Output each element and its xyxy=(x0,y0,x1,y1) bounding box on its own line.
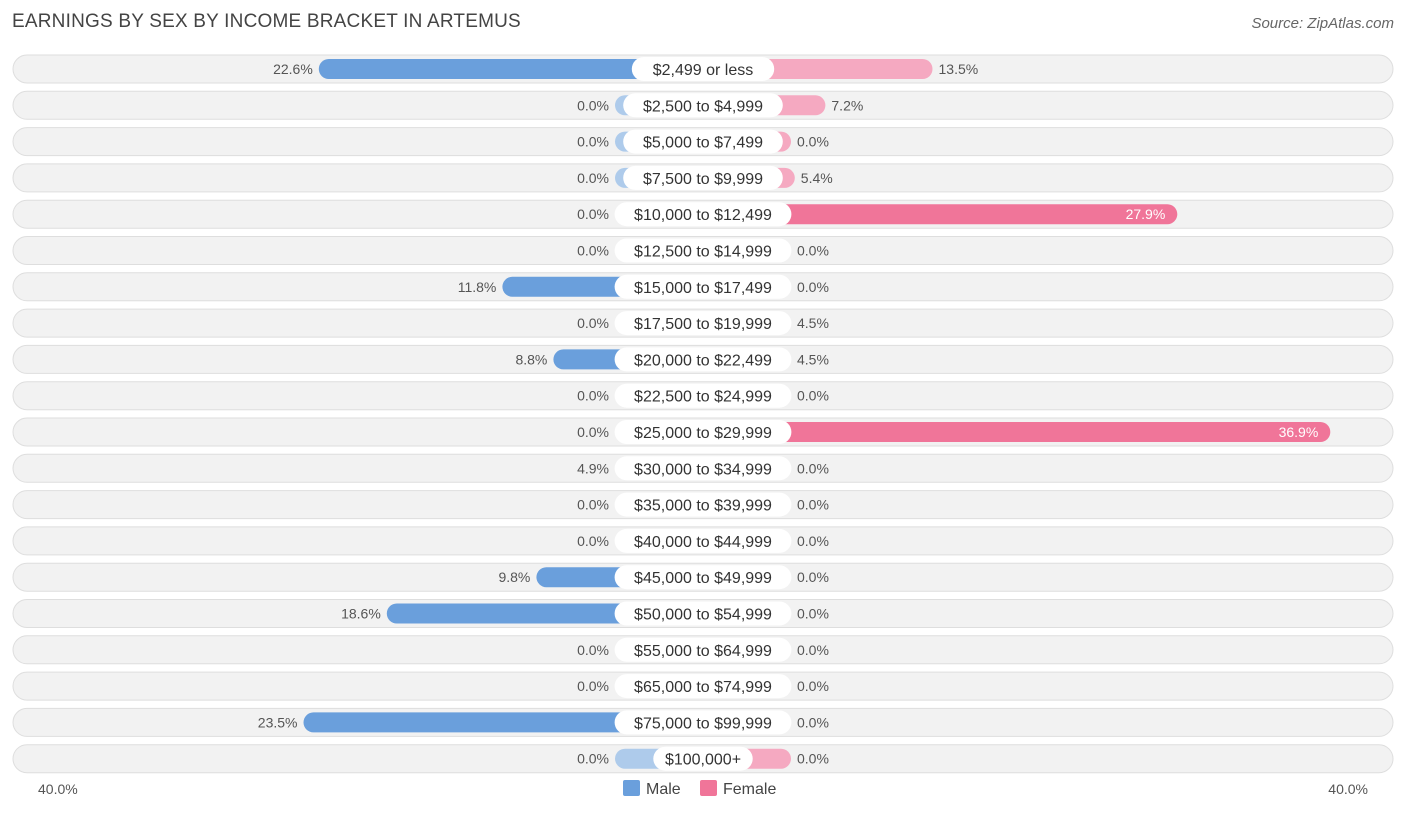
female-value-label: 0.0% xyxy=(797,751,829,767)
female-value-label: 4.5% xyxy=(797,315,829,331)
female-value-label: 13.5% xyxy=(939,61,979,77)
category-label-pill xyxy=(614,710,792,735)
male-value-label: 22.6% xyxy=(273,61,313,77)
category-label-pill xyxy=(614,347,792,372)
male-bar xyxy=(303,712,703,733)
category-label-pill xyxy=(631,57,775,81)
male-value-label: 18.6% xyxy=(341,606,381,622)
category-label: $2,499 or less xyxy=(653,62,754,79)
male-value-label: 0.0% xyxy=(577,678,609,694)
female-value-label: 0.0% xyxy=(797,714,829,730)
category-label-pill xyxy=(614,492,792,517)
category-label: $20,000 to $22,499 xyxy=(634,352,772,369)
female-value-label: 0.0% xyxy=(797,678,829,694)
female-value-label: 0.0% xyxy=(797,606,829,622)
category-label-pill xyxy=(614,565,792,590)
male-value-label: 0.0% xyxy=(577,170,609,186)
category-label: $35,000 to $39,999 xyxy=(634,498,772,515)
category-label: $2,500 to $4,999 xyxy=(643,98,763,115)
category-label: $100,000+ xyxy=(665,752,741,769)
female-value-label: 0.0% xyxy=(797,460,829,476)
category-label: $15,000 to $17,499 xyxy=(634,280,772,297)
category-label-pill xyxy=(614,311,792,336)
female-value-label: 36.9% xyxy=(1279,424,1319,440)
category-label-pill xyxy=(614,637,792,662)
male-value-label: 0.0% xyxy=(577,388,609,404)
axis-left-label: 40.0% xyxy=(38,781,78,797)
legend-female-swatch xyxy=(700,780,717,796)
category-label: $7,500 to $9,999 xyxy=(643,171,763,188)
category-label-pill xyxy=(614,674,792,699)
male-value-label: 0.0% xyxy=(577,751,609,767)
category-label-pill xyxy=(614,528,792,553)
female-value-label: 7.2% xyxy=(831,97,863,113)
category-label: $40,000 to $44,999 xyxy=(634,534,772,551)
category-label: $75,000 to $99,999 xyxy=(634,715,772,732)
female-value-label: 27.9% xyxy=(1126,206,1166,222)
category-label-pill xyxy=(614,383,792,408)
male-value-label: 9.8% xyxy=(498,569,530,585)
female-value-label: 0.0% xyxy=(797,134,829,150)
male-value-label: 0.0% xyxy=(577,642,609,658)
category-label-pill xyxy=(614,202,792,227)
male-value-label: 8.8% xyxy=(515,351,547,367)
category-label-pill xyxy=(614,456,792,481)
source-note: Source: ZipAtlas.com xyxy=(1251,15,1394,32)
female-value-label: 0.0% xyxy=(797,279,829,295)
category-label-pill xyxy=(614,274,792,299)
category-label: $22,500 to $24,999 xyxy=(634,389,772,406)
axis-right-label: 40.0% xyxy=(1328,781,1368,797)
male-bar xyxy=(318,59,703,79)
legend-male-label: Male xyxy=(646,781,681,798)
male-value-label: 0.0% xyxy=(577,206,609,222)
category-label: $30,000 to $34,999 xyxy=(634,461,772,478)
legend-female-label: Female xyxy=(723,781,776,798)
female-bar xyxy=(703,204,1178,225)
category-label-pill xyxy=(623,129,783,154)
category-label: $25,000 to $29,999 xyxy=(634,425,772,442)
category-label-pill xyxy=(614,601,792,626)
female-value-label: 0.0% xyxy=(797,388,829,404)
female-value-label: 5.4% xyxy=(801,170,833,186)
category-label: $17,500 to $19,999 xyxy=(634,316,772,333)
male-value-label: 0.0% xyxy=(577,424,609,440)
male-value-label: 0.0% xyxy=(577,97,609,113)
category-label: $12,500 to $14,999 xyxy=(634,244,772,261)
category-label-pill xyxy=(623,165,783,190)
category-label-pill xyxy=(614,420,792,444)
female-value-label: 0.0% xyxy=(797,569,829,585)
male-value-label: 0.0% xyxy=(577,533,609,549)
category-label-pill xyxy=(653,746,753,771)
category-label: $50,000 to $54,999 xyxy=(634,607,772,624)
male-value-label: 0.0% xyxy=(577,315,609,331)
category-label-pill xyxy=(623,93,783,118)
category-label: $65,000 to $74,999 xyxy=(634,679,772,696)
female-value-label: 0.0% xyxy=(797,533,829,549)
category-label: $45,000 to $49,999 xyxy=(634,570,772,587)
female-value-label: 0.0% xyxy=(797,497,829,513)
male-value-label: 4.9% xyxy=(577,460,609,476)
male-value-label: 0.0% xyxy=(577,497,609,513)
legend-male-swatch xyxy=(623,780,640,796)
male-value-label: 11.8% xyxy=(458,279,497,295)
category-label: $10,000 to $12,499 xyxy=(634,207,772,224)
chart-title: EARNINGS BY SEX BY INCOME BRACKET IN ART… xyxy=(12,11,521,32)
female-value-label: 4.5% xyxy=(797,351,829,367)
category-label: $55,000 to $64,999 xyxy=(634,643,772,660)
category-label-pill xyxy=(614,238,792,263)
category-label: $5,000 to $7,499 xyxy=(643,135,763,152)
female-value-label: 0.0% xyxy=(797,642,829,658)
female-value-label: 0.0% xyxy=(797,243,829,259)
female-bar xyxy=(703,422,1331,442)
male-value-label: 0.0% xyxy=(577,134,609,150)
male-value-label: 23.5% xyxy=(258,714,298,730)
male-value-label: 0.0% xyxy=(577,243,609,259)
